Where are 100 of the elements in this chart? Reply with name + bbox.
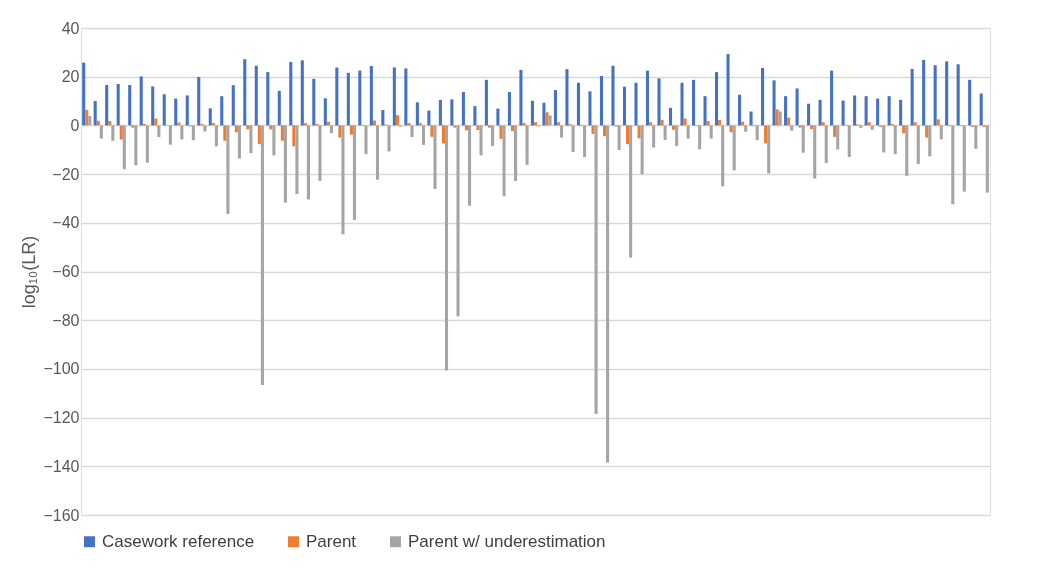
bar: [395, 115, 399, 126]
bar: [185, 95, 189, 126]
bar: [341, 125, 345, 235]
bar: [905, 125, 909, 176]
bar: [622, 86, 627, 126]
bar: [119, 125, 123, 140]
bar: [444, 125, 449, 371]
bar: [289, 62, 293, 126]
bar: [174, 98, 178, 126]
bar: [487, 125, 492, 128]
bar: [798, 125, 802, 128]
bar: [277, 90, 281, 126]
bar: [626, 125, 630, 145]
bar: [168, 125, 172, 145]
bar: [899, 99, 903, 126]
bar: [338, 125, 342, 138]
bar: [105, 84, 109, 126]
bar: [553, 90, 557, 126]
bar: [180, 125, 184, 140]
bar: [246, 125, 250, 130]
bar: [810, 125, 814, 130]
bar: [916, 125, 920, 165]
bar: [968, 79, 972, 126]
bar: [668, 107, 673, 126]
bar: [162, 94, 166, 126]
bar: [464, 125, 468, 131]
bar: [910, 68, 914, 126]
bar: [691, 79, 696, 126]
bar: [663, 125, 667, 141]
bar: [634, 82, 638, 126]
bar: [882, 125, 886, 153]
bar: [306, 125, 310, 200]
bar: [864, 96, 868, 126]
y-tick-label: −140: [43, 457, 80, 475]
bar: [266, 72, 270, 126]
y-tick-label: −80: [52, 311, 80, 329]
y-tick-label: −100: [43, 360, 80, 378]
bar: [415, 102, 419, 126]
bar: [913, 122, 917, 126]
bar: [790, 125, 794, 131]
bar: [939, 125, 943, 140]
bar: [441, 125, 445, 144]
y-tick-label: −120: [43, 409, 80, 427]
bar: [82, 62, 86, 126]
bar: [836, 125, 840, 150]
bar: [352, 125, 356, 220]
bar: [525, 125, 529, 165]
bar: [349, 125, 353, 135]
bar: [318, 125, 322, 181]
bar: [499, 125, 503, 139]
bar: [583, 125, 587, 158]
bar: [936, 119, 940, 126]
bar: [729, 125, 733, 133]
bar: [131, 125, 135, 128]
bar: [706, 121, 710, 126]
bar: [99, 125, 103, 139]
bar: [514, 125, 518, 181]
bar: [588, 91, 592, 126]
bar: [116, 84, 120, 126]
bar: [479, 125, 483, 156]
bar: [220, 96, 224, 126]
bar: [280, 125, 284, 141]
bar: [214, 125, 218, 147]
bar: [645, 70, 650, 126]
bar: [111, 125, 115, 141]
bar: [507, 92, 511, 126]
y-tick-label: −40: [52, 214, 80, 232]
bar: [533, 122, 538, 126]
bar: [292, 125, 296, 147]
bar: [686, 125, 690, 139]
bar: [824, 125, 828, 164]
bar: [203, 125, 207, 132]
bar: [427, 110, 431, 126]
bar: [381, 110, 385, 126]
bar: [795, 88, 799, 126]
bar: [925, 125, 929, 138]
bar: [295, 125, 299, 195]
bar: [450, 99, 454, 126]
bar: [784, 96, 788, 126]
bar: [139, 76, 143, 126]
bar: [433, 125, 437, 189]
bar: [571, 125, 575, 152]
bar: [346, 72, 350, 126]
bar: [300, 60, 304, 126]
bar: [438, 99, 442, 126]
legend-label: Casework reference: [102, 531, 255, 551]
bar: [718, 120, 722, 126]
bar: [801, 125, 805, 153]
bar: [234, 125, 238, 133]
bar: [887, 96, 891, 126]
bar: [484, 79, 488, 126]
bar: [962, 125, 966, 192]
bar: [637, 125, 641, 139]
bar: [603, 125, 607, 137]
bar: [867, 122, 871, 126]
bar: [933, 65, 937, 126]
bar: [606, 125, 610, 463]
bar: [542, 102, 546, 126]
bar: [530, 100, 534, 126]
bar: [404, 68, 408, 126]
